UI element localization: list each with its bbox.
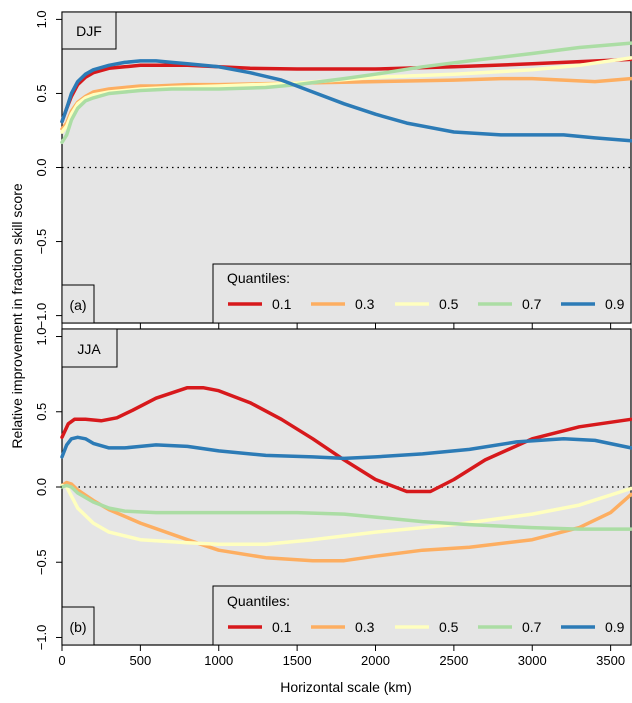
panel-b-legend-title: Quantiles:: [227, 593, 290, 609]
legend-label: 0.3: [355, 296, 375, 312]
panel-b-y-axis: −1.0 −0.5 0.0 0.5 1.0: [34, 327, 62, 650]
x-axis-label: Horizontal scale (km): [280, 679, 411, 695]
y-tick-label: −1.0: [34, 625, 49, 651]
panel-a: −1.0 −0.5 0.0 0.5 1.0 DJF (a) Quantiles: 0.1…: [34, 10, 632, 329]
panel-b-x-axis: 0 500 1000 1500 2000 2500 3000 3500: [58, 645, 625, 668]
series-line-q07: [60, 41, 632, 145]
y-axis-label: Relative improvement in fraction skill s…: [9, 183, 25, 449]
y-tick-label: −0.5: [34, 549, 49, 575]
legend-label: 0.5: [439, 619, 459, 635]
panel-b: −1.0 −0.5 0.0 0.5 1.0 0 500 1000 1500 2000 2500 30…: [34, 327, 632, 668]
x-tick-label: 2500: [439, 653, 468, 668]
x-tick-label: 3500: [596, 653, 625, 668]
x-tick-label: 0: [58, 653, 65, 668]
panel-a-series: [60, 41, 632, 145]
panel-b-season-label: JJA: [77, 341, 101, 357]
panel-b-tag-box: [61, 606, 95, 646]
panel-b-season-box: [61, 328, 118, 368]
panel-a-x-ticks: [61, 323, 612, 329]
legend-label: 0.1: [272, 296, 292, 312]
panel-a-legend-box: [212, 263, 632, 324]
panel-a-season-box: [61, 11, 117, 50]
legend-label: 0.5: [439, 296, 459, 312]
x-tick-label: 1500: [283, 653, 312, 668]
series-line-q05: [60, 483, 632, 546]
y-tick-label: 1.0: [34, 10, 49, 28]
legend-label: 0.3: [355, 619, 375, 635]
y-tick-label: 0.5: [34, 403, 49, 421]
panel-b-tag: (b): [69, 619, 86, 635]
panel-a-legend-title: Quantiles:: [227, 270, 290, 286]
legend-label: 0.7: [522, 296, 542, 312]
y-tick-label: 1.0: [34, 327, 49, 345]
y-tick-label: 0.0: [34, 158, 49, 176]
panel-a-y-axis: −1.0 −0.5 0.0 0.5 1.0: [34, 10, 62, 328]
series-line-q09: [60, 59, 632, 143]
legend-label: 0.9: [605, 619, 625, 635]
panel-b-legend-items: 0.1 0.3 0.5 0.7 0.9: [228, 619, 625, 635]
legend-label: 0.9: [605, 296, 625, 312]
y-tick-label: −1.0: [34, 303, 49, 329]
panel-a-legend-items: 0.1 0.3 0.5 0.7 0.9: [228, 296, 625, 312]
x-tick-label: 2000: [361, 653, 390, 668]
y-tick-label: 0.5: [34, 84, 49, 102]
x-tick-label: 500: [130, 653, 152, 668]
panel-b-legend: Quantiles: 0.1 0.3 0.5 0.7 0.9: [212, 585, 632, 646]
panel-a-tag: (a): [69, 297, 86, 313]
series-line-q07: [60, 483, 632, 531]
panel-a-season-label: DJF: [76, 23, 102, 39]
series-line-q09: [60, 435, 632, 461]
panel-a-legend: Quantiles: 0.1 0.3 0.5 0.7 0.9: [212, 263, 632, 324]
series-line-q01: [60, 385, 632, 494]
y-tick-label: −0.5: [34, 229, 49, 255]
legend-label: 0.1: [272, 619, 292, 635]
x-tick-label: 1000: [204, 653, 233, 668]
legend-label: 0.7: [522, 619, 542, 635]
series-line-q03: [60, 480, 632, 563]
panel-b-legend-box: [212, 585, 632, 646]
panel-b-series: [60, 385, 632, 563]
panel-a-tag-box: [61, 284, 95, 324]
y-tick-label: 0.0: [34, 478, 49, 496]
x-tick-label: 3000: [518, 653, 547, 668]
